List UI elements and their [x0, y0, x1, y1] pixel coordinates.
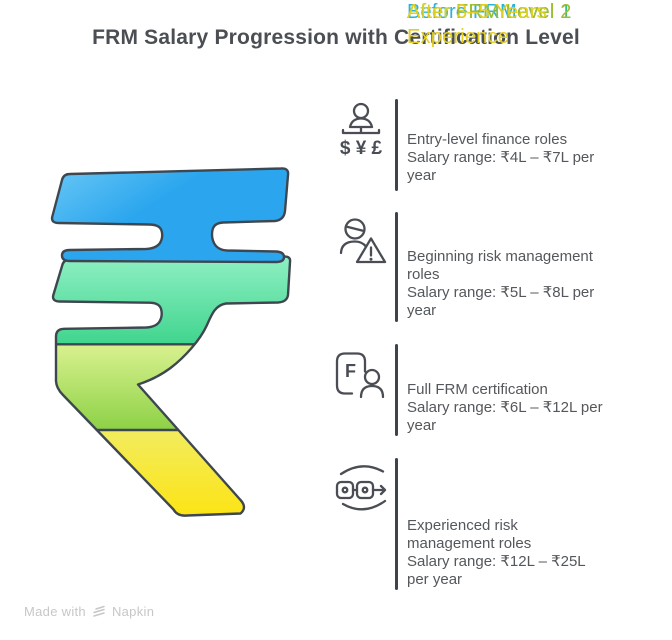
org-chart-currency-icon: $ ¥ £ — [340, 102, 383, 159]
person-warning-icon — [339, 218, 387, 264]
footer-brand: Napkin — [111, 604, 155, 619]
section-body: Experienced risk management roles Salary… — [407, 517, 586, 588]
rupee-body-bands — [53, 256, 291, 516]
rupee-body-outline — [51, 255, 292, 517]
section-heading: After 3–5 Years Experience — [407, 1, 547, 48]
section-divider — [395, 344, 398, 436]
section-divider — [395, 212, 398, 322]
section-heading: Before FRM — [407, 1, 517, 23]
section-body: Full FRM certification Salary range: ₹6L… — [407, 381, 603, 434]
frm-card-person-icon: F — [335, 352, 385, 399]
section-body: Beginning risk management roles Salary r… — [407, 248, 595, 319]
section-divider — [395, 458, 398, 590]
page-title: FRM Salary Progression with Certificatio… — [92, 26, 580, 49]
card-letter: F — [345, 361, 356, 381]
section-body: Entry-level finance roles Salary range: … — [407, 131, 595, 184]
process-cycle-icon — [335, 465, 387, 511]
section-divider — [395, 99, 398, 191]
napkin-logo-icon — [93, 605, 105, 617]
footer-credit: Made with Napkin — [24, 604, 154, 619]
section-heading: After FRM Level 1 — [407, 1, 572, 23]
footer-text: Made with — [24, 604, 86, 619]
rupee-top-bar — [50, 167, 290, 264]
section-heading: After FRM Level 2 — [407, 1, 572, 23]
currency-glyphs: $ ¥ £ — [340, 138, 383, 159]
